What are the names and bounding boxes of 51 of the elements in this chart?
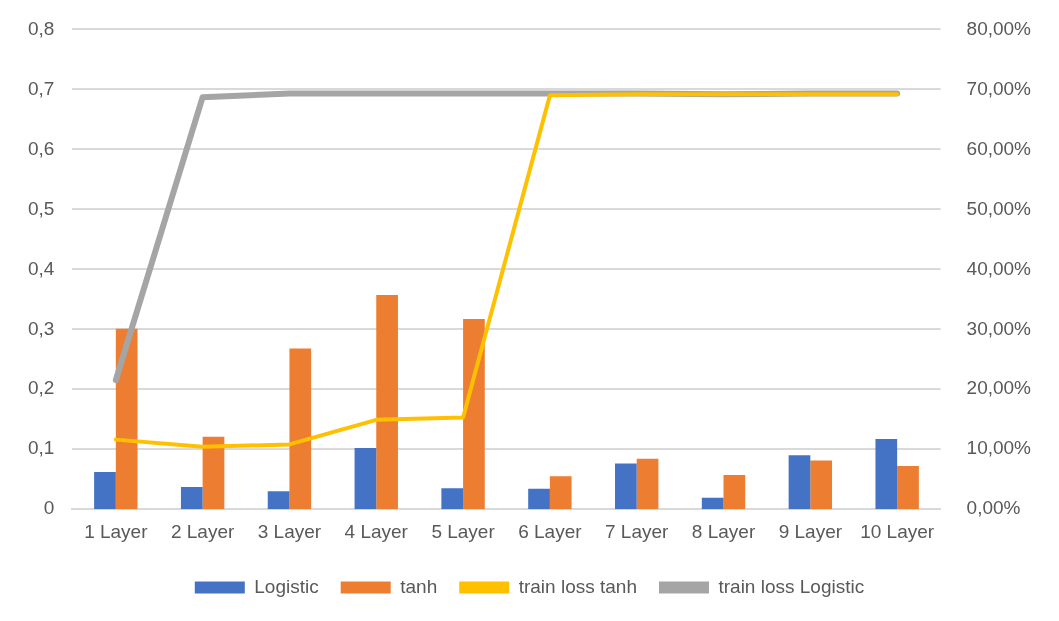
bar (376, 295, 398, 510)
legend-label: train loss tanh (518, 575, 637, 597)
y-tick-label: 0,7 (27, 77, 55, 99)
x-tick-label: 1 Layer (84, 520, 149, 542)
bar (897, 466, 919, 510)
y-tick-label: 0,2 (27, 377, 55, 399)
y2-tick-label: 0,00% (966, 497, 1021, 519)
y2-tick-label: 80,00% (966, 17, 1032, 39)
bar (528, 488, 550, 510)
y-tick-label: 0,8 (27, 17, 55, 39)
y2-tick-label: 70,00% (966, 77, 1032, 99)
y-tick-label: 0,3 (27, 317, 55, 339)
y2-tick-label: 10,00% (966, 437, 1032, 459)
bar (788, 455, 811, 510)
y-tick-label: 0,4 (27, 257, 55, 279)
y-tick-label: 0,1 (27, 437, 55, 459)
bar (463, 319, 485, 510)
x-tick-label: 4 Layer (344, 520, 409, 542)
bar (202, 436, 225, 510)
bar (875, 439, 898, 510)
bar (723, 475, 746, 510)
y2-tick-label: 20,00% (966, 377, 1032, 399)
y2-tick-label: 40,00% (966, 257, 1032, 279)
x-tick-label: 8 Layer (691, 520, 756, 542)
legend-label: tanh (400, 575, 438, 597)
bar (289, 348, 312, 510)
bar (549, 476, 572, 510)
bar (180, 487, 203, 510)
y-tick-label: 0,5 (27, 197, 55, 219)
x-tick-label: 5 Layer (431, 520, 496, 542)
x-tick-label: 9 Layer (778, 520, 843, 542)
x-tick-label: 6 Layer (518, 520, 583, 542)
y-tick-label: 0,6 (27, 137, 55, 159)
y2-tick-label: 30,00% (966, 317, 1032, 339)
y2-tick-label: 50,00% (966, 197, 1032, 219)
x-tick-label: 10 Layer (860, 520, 935, 542)
bar (636, 458, 659, 510)
x-tick-label: 2 Layer (170, 520, 235, 542)
x-tick-label: 7 Layer (605, 520, 670, 542)
bar (615, 463, 637, 510)
bar (267, 491, 290, 510)
bar (441, 488, 464, 510)
y-tick-label: 0 (43, 497, 55, 519)
legend-label: train loss Logistic (718, 575, 865, 597)
bar (701, 497, 724, 510)
x-tick-label: 3 Layer (257, 520, 322, 542)
bar (94, 472, 116, 510)
legend-label: Logistic (254, 575, 319, 597)
bar (810, 460, 833, 510)
bar (354, 448, 377, 510)
y2-tick-label: 60,00% (966, 137, 1032, 159)
